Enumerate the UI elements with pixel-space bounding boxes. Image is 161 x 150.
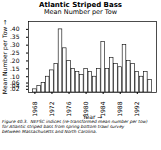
- svg-text:Mean Number per Tow →: Mean Number per Tow →: [1, 19, 9, 93]
- svg-text:.25: .25: [10, 48, 20, 55]
- svg-text:1968: 1968: [31, 101, 38, 116]
- svg-text:1980: 1980: [82, 101, 89, 117]
- html-text:Figure 40.3. NEFSC indices (re: Figure 40.3. NEFSC indices (re-transform…: [2, 118, 148, 134]
- svg-text:.06: .06: [10, 78, 20, 85]
- svg-text:.35: .35: [10, 33, 20, 40]
- svg-text:.20: .20: [10, 56, 20, 63]
- svg-text:1976: 1976: [65, 101, 72, 116]
- svg-text:1992: 1992: [133, 101, 140, 116]
- svg-text:.40: .40: [10, 25, 20, 32]
- svg-text:.15: .15: [10, 64, 20, 71]
- svg-text:Year →: Year →: [82, 112, 103, 119]
- svg-text:1984: 1984: [99, 101, 107, 117]
- svg-text:1972: 1972: [48, 101, 55, 116]
- html-text:Atlantic Striped Bass: Atlantic Striped Bass: [39, 1, 122, 9]
- svg-text:1988: 1988: [116, 101, 123, 116]
- html-text:Mean Number per Tow: Mean Number per Tow: [44, 8, 117, 16]
- svg-text:.30: .30: [10, 41, 20, 48]
- svg-text:.10: .10: [10, 72, 20, 79]
